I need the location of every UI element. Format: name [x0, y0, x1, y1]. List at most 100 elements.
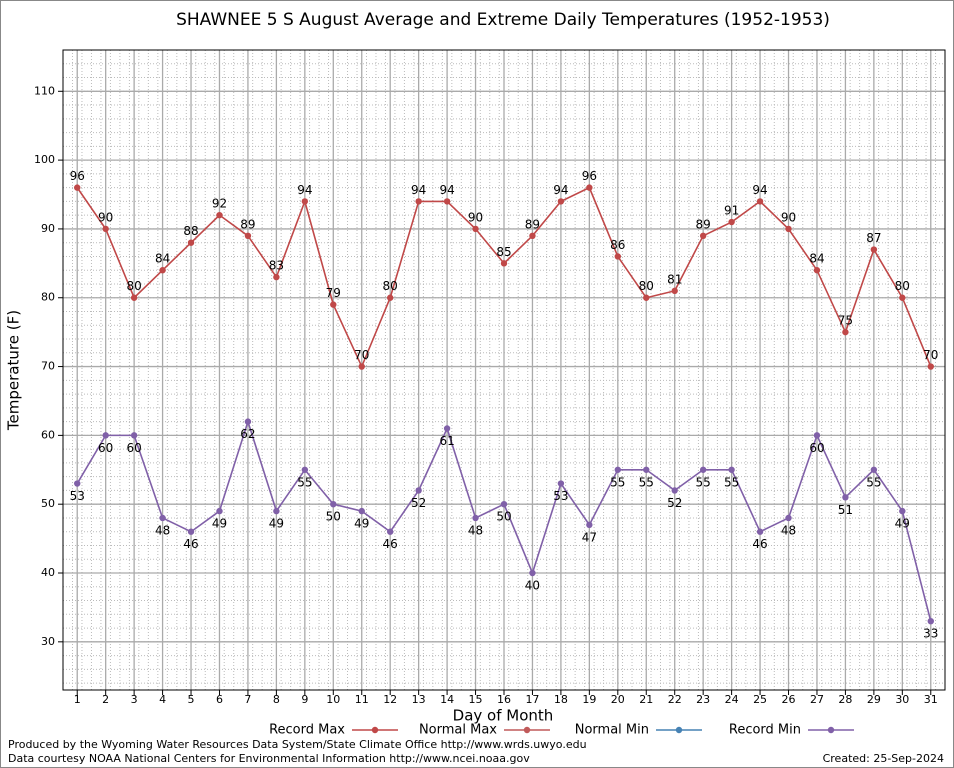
point [443, 425, 451, 432]
x-tick-label: 31 [924, 693, 938, 706]
point [756, 198, 764, 205]
data-label: 53 [70, 489, 85, 503]
data-label: 96 [70, 169, 85, 183]
data-label: 50 [326, 510, 341, 524]
point [813, 432, 821, 439]
data-label: 89 [696, 217, 711, 231]
legend-swatch [371, 726, 379, 734]
data-label: 55 [610, 475, 625, 489]
point [74, 184, 81, 191]
y-tick-label: 60 [41, 428, 55, 441]
point [728, 218, 735, 226]
point [643, 466, 650, 473]
point [472, 514, 479, 522]
x-tick-label: 11 [355, 693, 369, 706]
data-label: 60 [809, 441, 824, 455]
data-label: 61 [439, 434, 454, 448]
data-label: 79 [326, 286, 341, 300]
data-label: 81 [667, 272, 682, 286]
data-label: 85 [496, 245, 511, 259]
point [557, 480, 565, 487]
data-label: 52 [411, 496, 426, 510]
point [301, 198, 309, 205]
data-label: 46 [752, 537, 767, 551]
data-label: 90 [781, 210, 796, 224]
point [159, 514, 166, 522]
y-tick-label: 90 [41, 222, 55, 235]
point [899, 507, 906, 515]
data-label: 55 [724, 475, 739, 489]
data-label: 84 [809, 252, 824, 266]
point [472, 225, 479, 233]
data-label: 62 [240, 427, 255, 441]
point [643, 294, 650, 301]
y-axis-label: Temperature (F) [5, 310, 23, 431]
x-tick-label: 17 [525, 693, 539, 706]
point [301, 466, 309, 473]
point [330, 301, 337, 308]
point [529, 569, 536, 577]
point [842, 494, 849, 501]
legend-label: Record Max [269, 723, 345, 738]
x-tick-label: 21 [639, 693, 653, 706]
point [842, 328, 849, 336]
data-label: 94 [752, 183, 767, 197]
x-tick-label: 23 [696, 693, 710, 706]
x-tick-label: 16 [497, 693, 511, 706]
x-tick-label: 29 [867, 693, 881, 706]
point [358, 507, 365, 515]
point [386, 294, 394, 301]
point [216, 507, 223, 515]
created: Created: 25-Sep-2024 [823, 752, 944, 765]
data-label: 46 [183, 537, 198, 551]
point [386, 528, 394, 535]
data-label: 48 [781, 523, 796, 537]
data-label: 33 [923, 627, 938, 641]
y-tick-label: 100 [34, 153, 55, 166]
point [273, 507, 280, 515]
y-tick-label: 110 [34, 84, 55, 97]
data-label: 90 [98, 210, 113, 224]
point [699, 466, 707, 473]
data-label: 53 [553, 489, 568, 503]
legend-swatch [827, 726, 835, 734]
point [159, 267, 166, 274]
point [699, 232, 707, 240]
data-label: 75 [838, 314, 853, 328]
data-label: 83 [269, 259, 284, 273]
x-tick-label: 30 [895, 693, 909, 706]
data-label: 87 [866, 231, 881, 245]
data-label: 94 [553, 183, 568, 197]
point [614, 253, 622, 260]
point [586, 521, 593, 529]
legend-swatch [675, 726, 683, 734]
point [614, 466, 622, 473]
x-tick-label: 19 [582, 693, 596, 706]
y-tick-label: 30 [41, 635, 55, 648]
point [756, 528, 764, 535]
x-tick-label: 22 [668, 693, 682, 706]
chart-title: SHAWNEE 5 S August Average and Extreme D… [176, 10, 830, 30]
point [415, 198, 422, 205]
data-label: 70 [923, 348, 938, 362]
data-label: 46 [383, 537, 398, 551]
data-label: 70 [354, 348, 369, 362]
point [671, 487, 678, 494]
footer: Data courtesy NOAA National Centers for … [8, 752, 530, 765]
point [187, 239, 195, 246]
point [899, 294, 906, 301]
x-tick-label: 15 [469, 693, 483, 706]
data-label: 92 [212, 197, 227, 211]
data-label: 86 [610, 238, 625, 252]
data-label: 96 [582, 169, 597, 183]
data-label: 94 [411, 183, 426, 197]
x-tick-label: 2 [102, 693, 109, 706]
y-tick-label: 50 [41, 497, 55, 510]
x-tick-label: 10 [326, 693, 340, 706]
legend-label: Normal Min [575, 723, 649, 738]
point [216, 211, 223, 219]
data-label: 48 [468, 523, 483, 537]
data-label: 55 [639, 475, 654, 489]
data-label: 55 [297, 475, 312, 489]
x-tick-label: 18 [554, 693, 568, 706]
